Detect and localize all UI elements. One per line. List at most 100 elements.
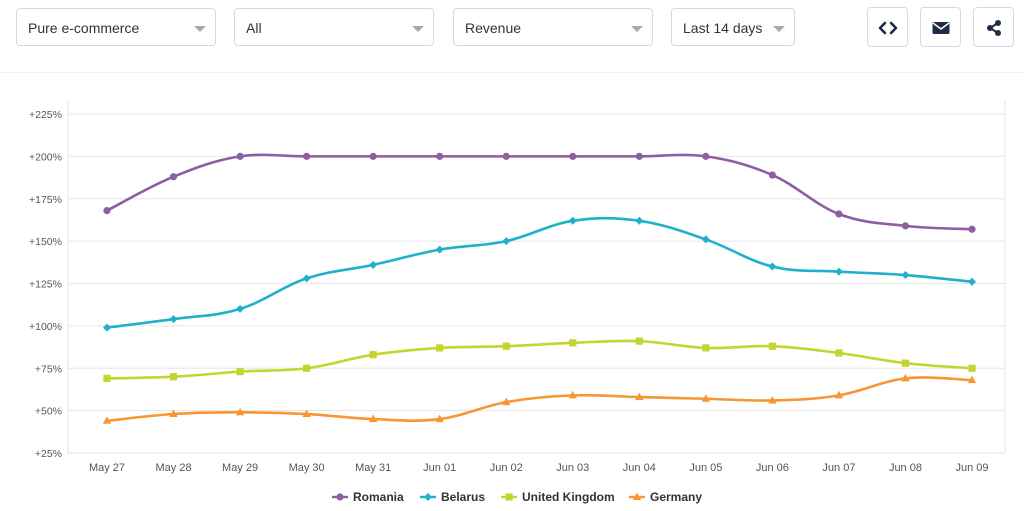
legend-marker (420, 493, 436, 501)
legend-label: Germany (650, 490, 703, 504)
data-point (303, 364, 311, 372)
data-point (502, 237, 511, 246)
series-belarus (103, 216, 976, 332)
x-tick-label: May 28 (155, 462, 191, 474)
data-point (968, 225, 976, 233)
data-point (768, 262, 777, 271)
data-point (568, 390, 577, 399)
y-tick-label: +175% (29, 194, 62, 206)
data-point (901, 222, 910, 230)
series-united-kingdom (103, 337, 976, 383)
email-button[interactable] (920, 7, 961, 47)
chart-legend: Romania Belarus United Kingdom Germany (0, 490, 1024, 504)
legend-marker (629, 492, 645, 500)
envelope-icon (932, 22, 950, 34)
data-point (369, 152, 377, 160)
data-point (768, 342, 776, 350)
data-point (502, 397, 511, 406)
x-tick-label: May 29 (222, 462, 258, 474)
data-point (702, 344, 710, 352)
code-icon (878, 21, 898, 35)
data-point (103, 323, 111, 332)
legend-label: Romania (353, 490, 404, 504)
data-point (169, 373, 178, 381)
data-point (235, 407, 245, 416)
data-point (635, 152, 643, 160)
x-tick-label: May 31 (355, 462, 391, 474)
x-tick-label: Jun 05 (689, 462, 722, 474)
data-point (768, 395, 777, 404)
legend-symbol (424, 493, 432, 501)
data-point (502, 342, 510, 350)
series-line-united-kingdom (106, 339, 973, 380)
category-dropdown[interactable]: All (234, 8, 434, 46)
data-point (568, 216, 577, 225)
data-point (236, 304, 245, 313)
y-tick-label: +25% (35, 448, 62, 460)
data-point (102, 416, 112, 424)
x-tick-label: Jun 07 (822, 462, 855, 474)
y-tick-label: +150% (29, 236, 62, 248)
x-tick-label: May 27 (89, 462, 125, 474)
data-point (303, 152, 311, 160)
data-point (635, 337, 643, 345)
data-point (967, 375, 977, 384)
y-tick-label: +100% (29, 321, 62, 333)
metric-dropdown[interactable]: Revenue (453, 8, 653, 46)
data-point (369, 260, 378, 269)
data-point (169, 409, 178, 418)
data-point (435, 245, 444, 254)
data-point (435, 414, 444, 423)
y-tick-label: +225% (29, 109, 62, 121)
data-point (302, 409, 311, 418)
data-point (834, 267, 843, 276)
metric-value: Revenue (465, 20, 522, 36)
data-point (702, 152, 710, 160)
series-line-belarus (106, 216, 973, 329)
data-point (436, 152, 444, 160)
data-point (103, 374, 111, 383)
legend-label: United Kingdom (522, 490, 615, 504)
series-line-germany (106, 376, 973, 423)
data-point (635, 216, 644, 225)
shop-type-value: Pure e-commerce (28, 20, 140, 36)
revenue-growth-line-chart: +25% +50% +75% +100% +125% +150% +175% +200% +22… (29, 100, 1006, 474)
data-point (369, 351, 377, 359)
legend-symbol (505, 493, 513, 501)
data-point (502, 152, 510, 160)
y-tick-label: +200% (29, 151, 62, 163)
data-point (436, 344, 444, 352)
legend-symbol (336, 493, 344, 501)
data-point (768, 171, 776, 179)
legend-symbol (632, 492, 642, 500)
share-button[interactable] (973, 7, 1014, 47)
data-point (569, 339, 577, 347)
x-tick-label: Jun 04 (623, 462, 656, 474)
filter-toolbar: Pure e-commerce All Revenue Last 14 days (0, 0, 1024, 73)
chevron-down-icon (631, 26, 643, 32)
x-tick-label: Jun 09 (955, 462, 988, 474)
series-germany (102, 373, 977, 424)
series-romania (103, 152, 976, 233)
data-point (169, 173, 178, 181)
data-point (103, 207, 111, 215)
chevron-down-icon (773, 26, 785, 32)
period-dropdown[interactable]: Last 14 days (671, 8, 795, 46)
legend-marker (501, 493, 517, 501)
x-tick-label: Jun 02 (490, 462, 523, 474)
y-tick-label: +50% (35, 406, 62, 418)
y-tick-label: +125% (29, 279, 62, 291)
data-point (368, 414, 378, 423)
data-point (835, 349, 843, 357)
x-tick-label: Jun 03 (556, 462, 589, 474)
data-point (968, 364, 976, 372)
chevron-down-icon (194, 26, 206, 32)
data-point (236, 368, 244, 376)
data-point (901, 359, 910, 367)
embed-button[interactable] (867, 7, 908, 47)
shop-type-dropdown[interactable]: Pure e-commerce (16, 8, 216, 46)
data-point (701, 394, 711, 402)
data-point (236, 152, 244, 160)
x-tick-label: May 30 (289, 462, 325, 474)
x-tick-label: Jun 08 (889, 462, 922, 474)
